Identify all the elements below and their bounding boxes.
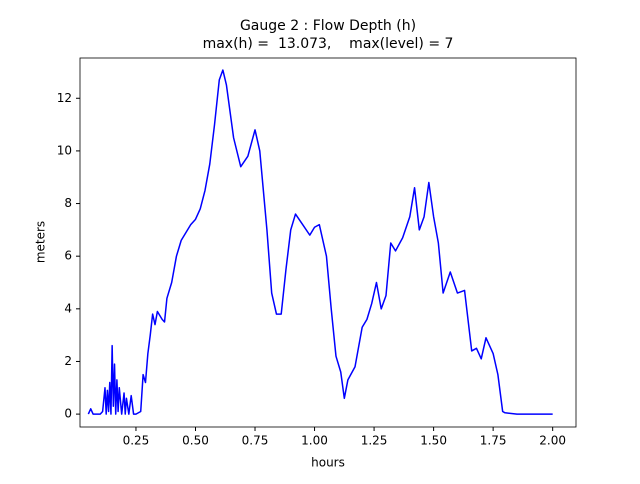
chart-subtitle: max(h) = 13.073, max(level) = 7 [203, 36, 454, 52]
y-tick-label: 0 [64, 407, 72, 421]
x-tick-label: 1.00 [301, 434, 328, 448]
y-tick-label: 4 [64, 301, 72, 315]
chart-title: Gauge 2 : Flow Depth (h) [240, 18, 416, 34]
data-line [87, 69, 553, 415]
x-tick-label: 2.00 [539, 434, 566, 448]
x-tick-label: 0.25 [123, 434, 150, 448]
x-tick-label: 1.75 [480, 434, 507, 448]
plot-frame [79, 57, 577, 428]
y-tick-label: 2 [64, 354, 72, 368]
x-tick-label: 0.75 [242, 434, 269, 448]
y-tick-label: 6 [64, 249, 72, 263]
x-tick-label: 1.25 [361, 434, 388, 448]
x-tick-label: 0.50 [182, 434, 209, 448]
y-tick-label: 12 [57, 91, 72, 105]
y-tick-label: 8 [64, 196, 72, 210]
x-axis-label: hours [311, 456, 345, 470]
x-tick-label: 1.50 [420, 434, 447, 448]
y-axis-label: meters [34, 221, 48, 263]
y-tick-label: 10 [57, 143, 72, 157]
